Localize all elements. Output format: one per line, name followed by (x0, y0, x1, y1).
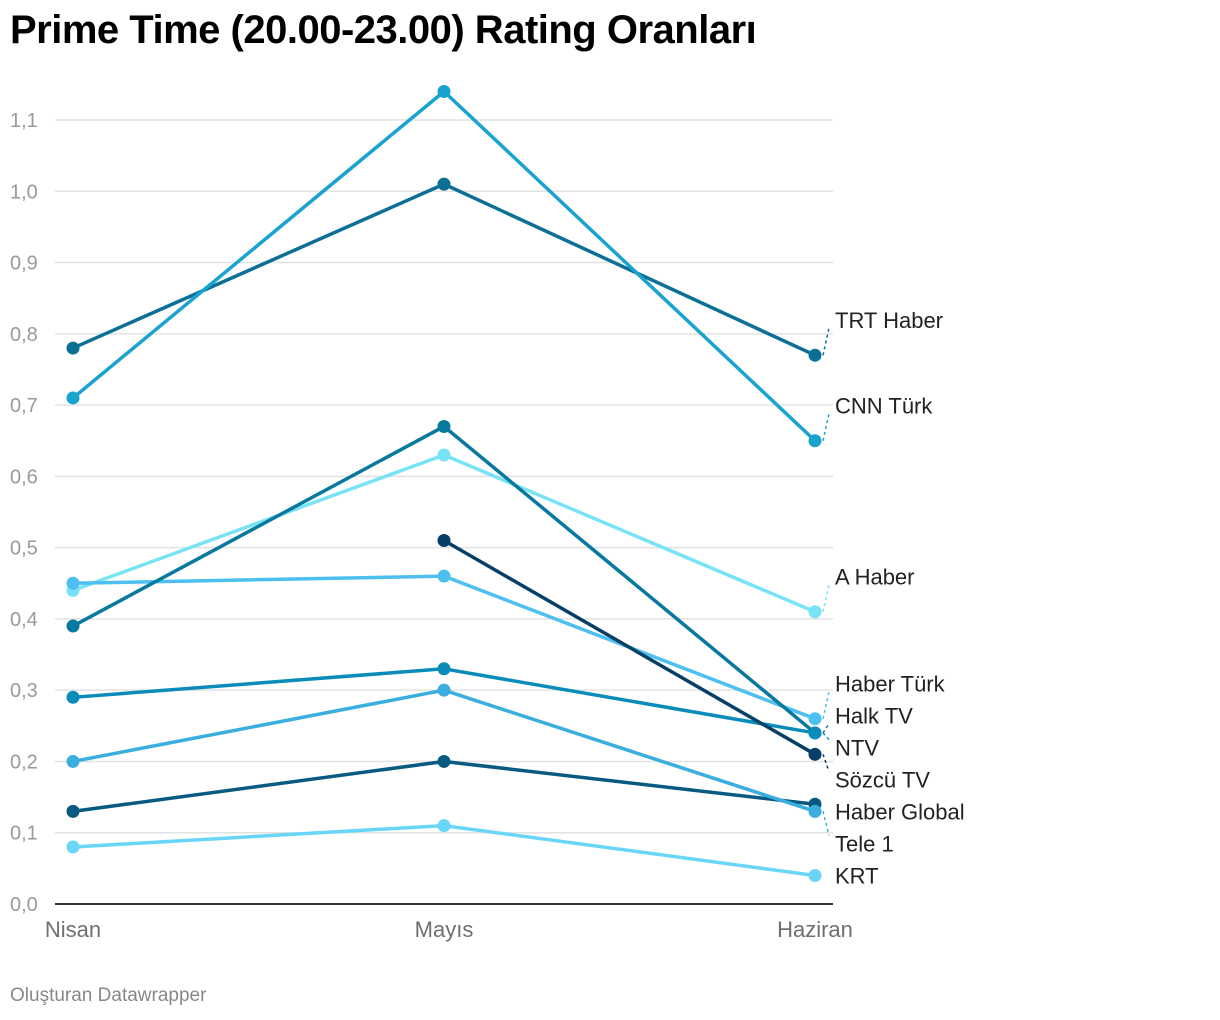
series-line (72, 574, 816, 721)
series-label: Tele 1 (835, 831, 894, 856)
data-point (437, 662, 451, 676)
data-point (66, 619, 80, 633)
label-connector (822, 413, 830, 441)
series-line (72, 182, 816, 357)
grid-lines (55, 119, 833, 905)
series-label: NTV (835, 735, 879, 760)
series-label: Haber Türk (835, 671, 946, 696)
series-label: TRT Haber (835, 308, 943, 333)
data-point (437, 683, 451, 697)
data-point (66, 341, 80, 355)
series-label: A Haber (835, 565, 915, 590)
y-tick-label: 0,4 (10, 609, 38, 631)
data-point (808, 804, 822, 818)
data-point (437, 819, 451, 833)
series-label: KRT (835, 863, 879, 888)
data-point (808, 605, 822, 619)
label-connector (822, 732, 830, 740)
x-tick-label: Nisan (45, 917, 101, 942)
label-connector (822, 584, 830, 612)
label-connector (822, 811, 830, 836)
data-point (437, 534, 451, 548)
y-tick-label: 0,3 (10, 680, 38, 702)
y-tick-label: 0,1 (10, 823, 38, 845)
series-labels: TRT Haber CNN Türk A Haber Haber Türk Halk T… (822, 308, 965, 888)
data-point (437, 177, 451, 191)
data-point (808, 348, 822, 362)
y-tick-label: 0,0 (10, 894, 38, 916)
series-label: Halk TV (835, 703, 913, 728)
series-line (71, 89, 817, 443)
data-point (437, 419, 451, 433)
data-point (66, 690, 80, 704)
chart-title: Prime Time (20.00-23.00) Rating Oranları (10, 8, 757, 52)
y-tick-label: 1,1 (10, 110, 38, 132)
credit-footer: Oluşturan Datawrapper (10, 985, 207, 1006)
series-line (443, 538, 816, 756)
x-tick-label: Haziran (777, 917, 853, 942)
data-point (808, 434, 822, 448)
y-tick-label: 0,2 (10, 751, 38, 773)
series-line (72, 688, 816, 814)
x-axis: Nisan Mayıs Haziran (45, 917, 853, 942)
y-tick-label: 0,6 (10, 466, 38, 488)
series-points (66, 84, 822, 882)
y-tick-label: 0,9 (10, 253, 38, 275)
data-point (66, 576, 80, 590)
series-label: Haber Global (835, 799, 965, 824)
data-point (808, 868, 822, 882)
y-axis: 0,0 0,1 0,2 0,3 0,4 0,5 0,6 0,7 0,8 0,9 1,0 1,1 (10, 110, 38, 916)
label-connector (822, 691, 830, 719)
data-point (66, 804, 80, 818)
data-point (437, 448, 451, 462)
data-point (808, 747, 822, 761)
x-tick-label: Mayıs (415, 917, 474, 942)
data-point (66, 754, 80, 768)
y-tick-label: 0,8 (10, 324, 38, 346)
series-label: CNN Türk (835, 394, 933, 419)
data-point (437, 754, 451, 768)
label-connector (822, 327, 830, 356)
series-label: Sözcü TV (835, 767, 930, 792)
data-point (437, 84, 451, 98)
data-point (437, 569, 451, 583)
label-connector (822, 723, 830, 734)
data-point (66, 391, 80, 405)
series-line (72, 759, 816, 814)
y-tick-label: 0,7 (10, 395, 38, 417)
series-line (72, 453, 816, 614)
data-point (66, 840, 80, 854)
data-point (808, 726, 822, 740)
y-tick-label: 0,5 (10, 538, 38, 560)
y-tick-label: 1,0 (10, 181, 38, 203)
label-connector (822, 754, 830, 772)
series-line (72, 667, 816, 735)
data-point (808, 712, 822, 726)
